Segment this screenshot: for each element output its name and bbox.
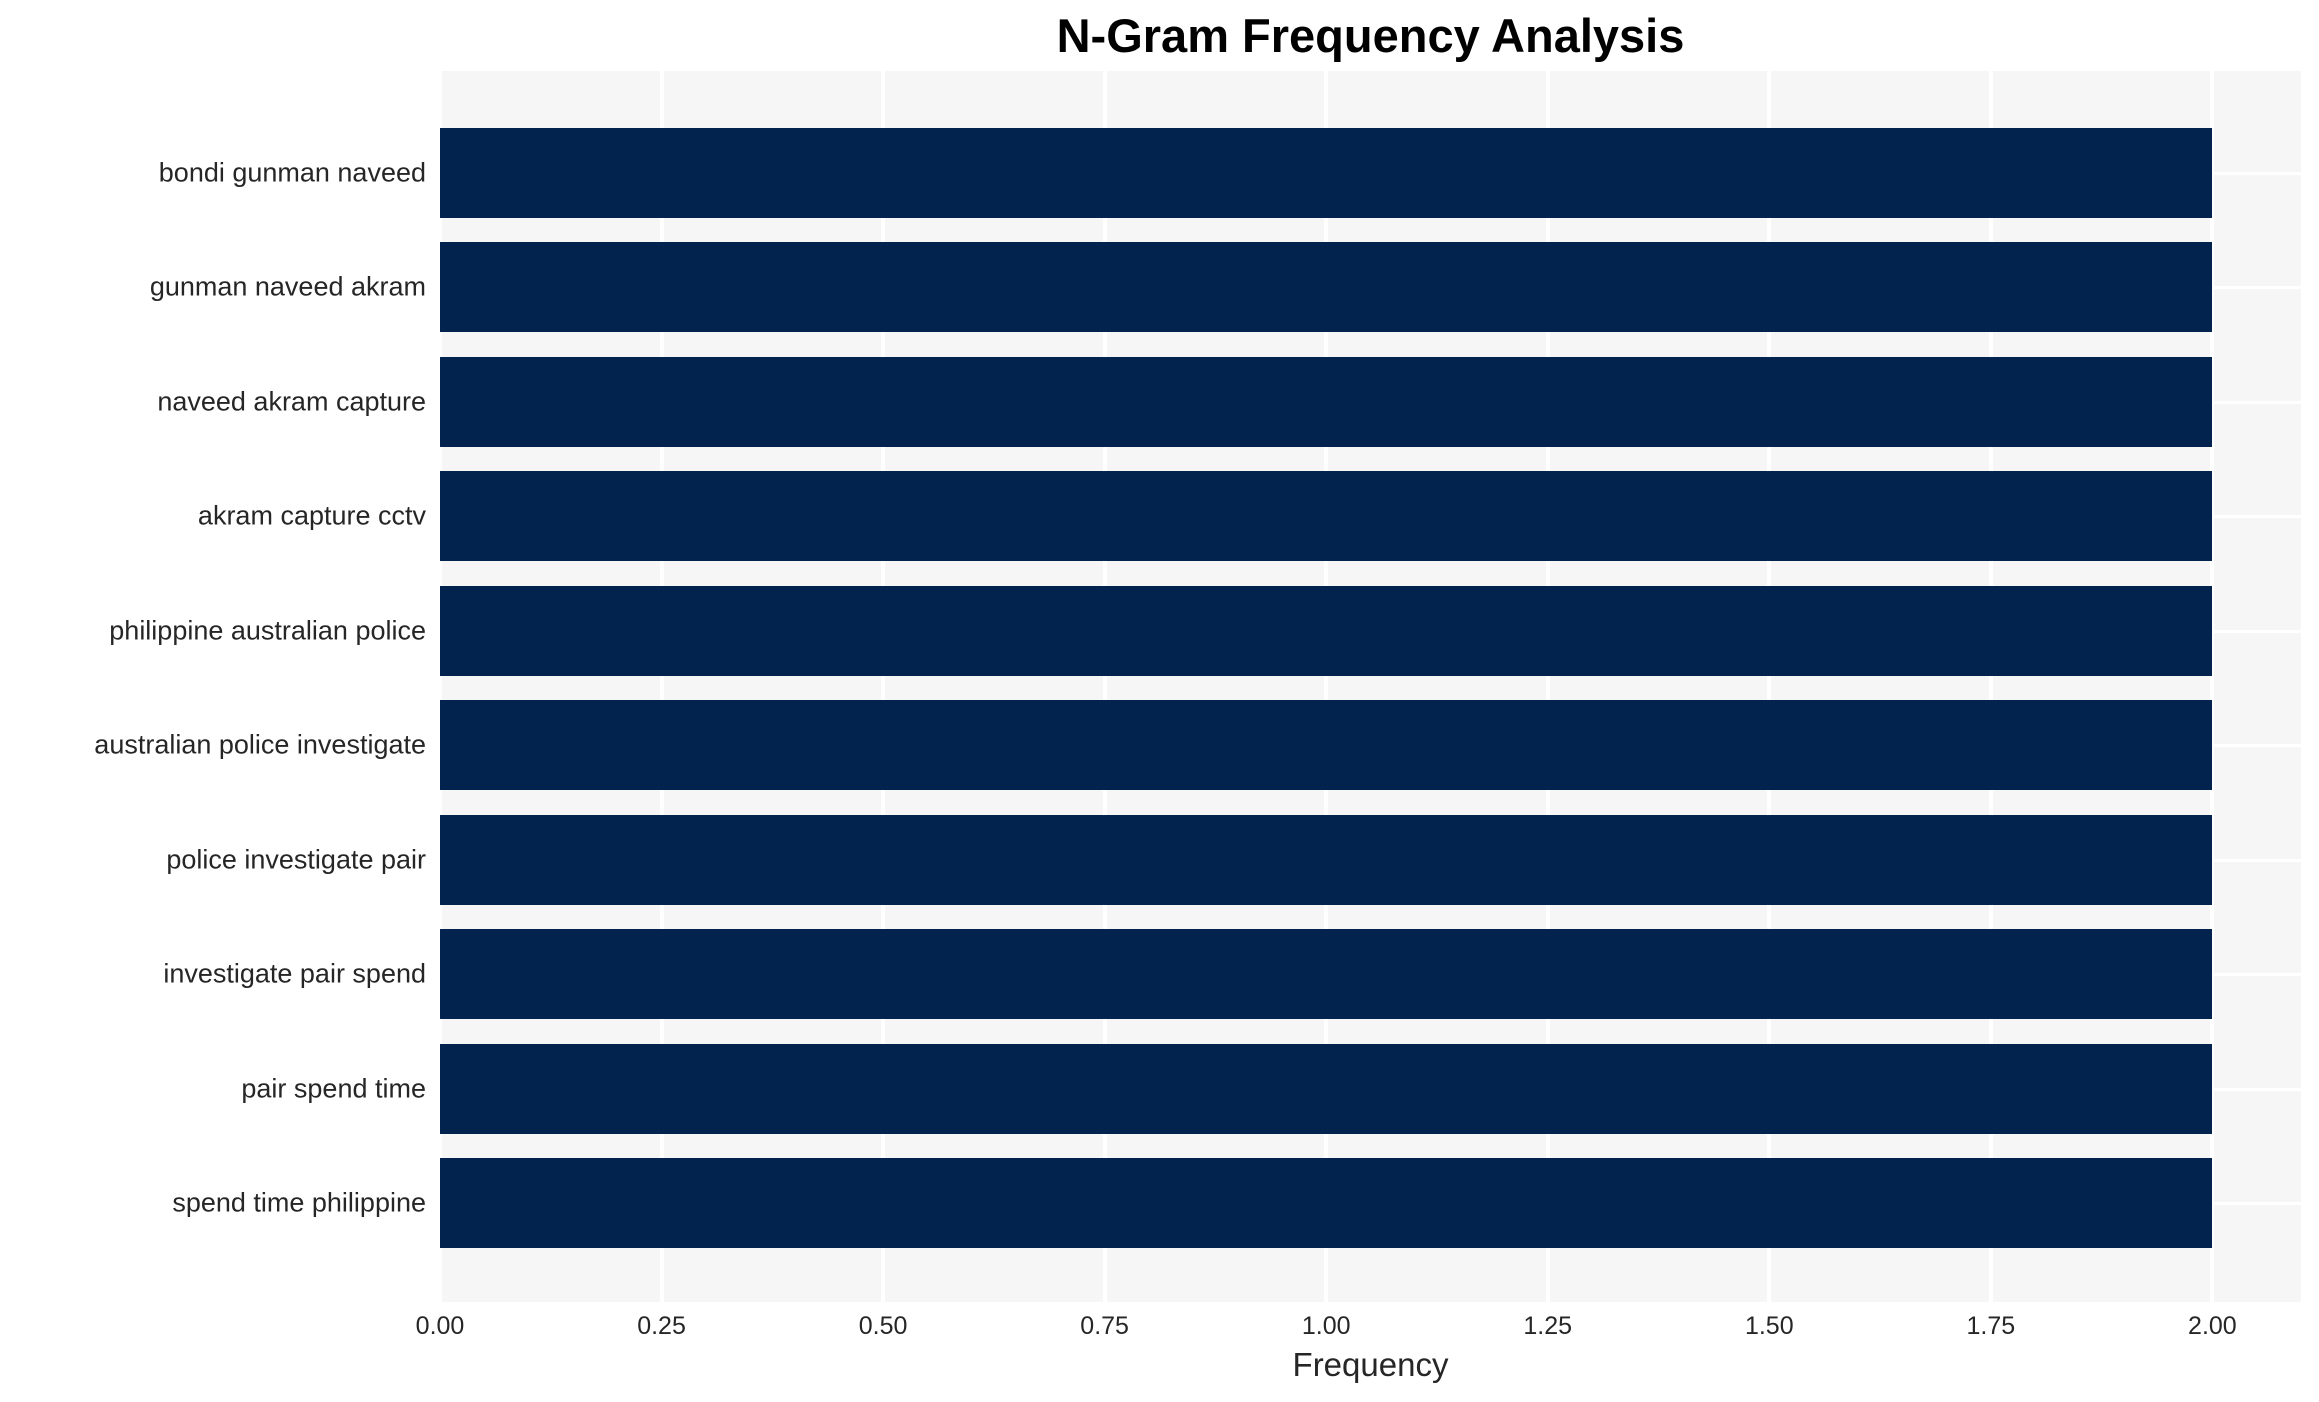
vertical-gridline bbox=[1102, 71, 1107, 1302]
bar-australian-police-investigate bbox=[440, 700, 2213, 791]
vertical-gridline bbox=[881, 71, 886, 1302]
x-axis-label: Frequency bbox=[1292, 1346, 1449, 1383]
vertical-gridline bbox=[2210, 71, 2215, 1302]
x-tick-label: 0.50 bbox=[858, 1312, 908, 1340]
vertical-gridline bbox=[1324, 71, 1329, 1302]
bar-spend-time-philippine bbox=[440, 1158, 2213, 1248]
bar-police-investigate-pair bbox=[440, 814, 2213, 905]
bar-philippine-australian-police bbox=[440, 585, 2213, 676]
y-tick-label: police investigate pair bbox=[166, 844, 426, 875]
x-tick-label: 0.75 bbox=[1080, 1312, 1129, 1340]
x-tick-label: 2.00 bbox=[2188, 1312, 2237, 1340]
x-tick-label: 1.50 bbox=[1744, 1312, 1794, 1340]
y-tick-label: akram capture cctv bbox=[197, 500, 426, 531]
y-tick-label: investigate pair spend bbox=[163, 958, 426, 989]
bar-gunman-naveed-akram bbox=[440, 242, 2213, 333]
vertical-gridline bbox=[1767, 71, 1772, 1302]
vertical-gridline bbox=[659, 71, 664, 1302]
vertical-gridline bbox=[1545, 71, 1550, 1302]
x-tick-label: 1.00 bbox=[1301, 1312, 1351, 1340]
bar-pair-spend-time bbox=[440, 1043, 2213, 1134]
bar-investigate-pair-spend bbox=[440, 929, 2213, 1020]
y-tick-label: gunman naveed akram bbox=[149, 271, 426, 302]
y-tick-label: philippine australian police bbox=[109, 615, 426, 646]
y-tick-label: bondi gunman naveed bbox=[158, 157, 426, 188]
plot-area bbox=[438, 71, 2301, 1302]
bar-akram-capture-cctv bbox=[440, 471, 2213, 562]
y-tick-label: naveed akram capture bbox=[157, 386, 426, 417]
y-tick-label: pair spend time bbox=[241, 1073, 426, 1104]
y-tick-label: spend time philippine bbox=[172, 1187, 426, 1218]
x-tick-label: 1.25 bbox=[1523, 1312, 1573, 1340]
x-tick-label: 1.75 bbox=[1966, 1312, 2016, 1340]
vertical-gridline bbox=[1988, 71, 1993, 1302]
x-tick-label: 0.25 bbox=[637, 1312, 686, 1340]
bar-naveed-akram-capture bbox=[440, 356, 2213, 447]
y-tick-label: australian police investigate bbox=[94, 729, 426, 760]
vertical-gridline bbox=[438, 71, 442, 1302]
bar-bondi-gunman-naveed bbox=[440, 128, 2213, 218]
x-tick-label: 0.00 bbox=[415, 1312, 465, 1340]
chart-title: N-Gram Frequency Analysis bbox=[1056, 9, 1685, 62]
